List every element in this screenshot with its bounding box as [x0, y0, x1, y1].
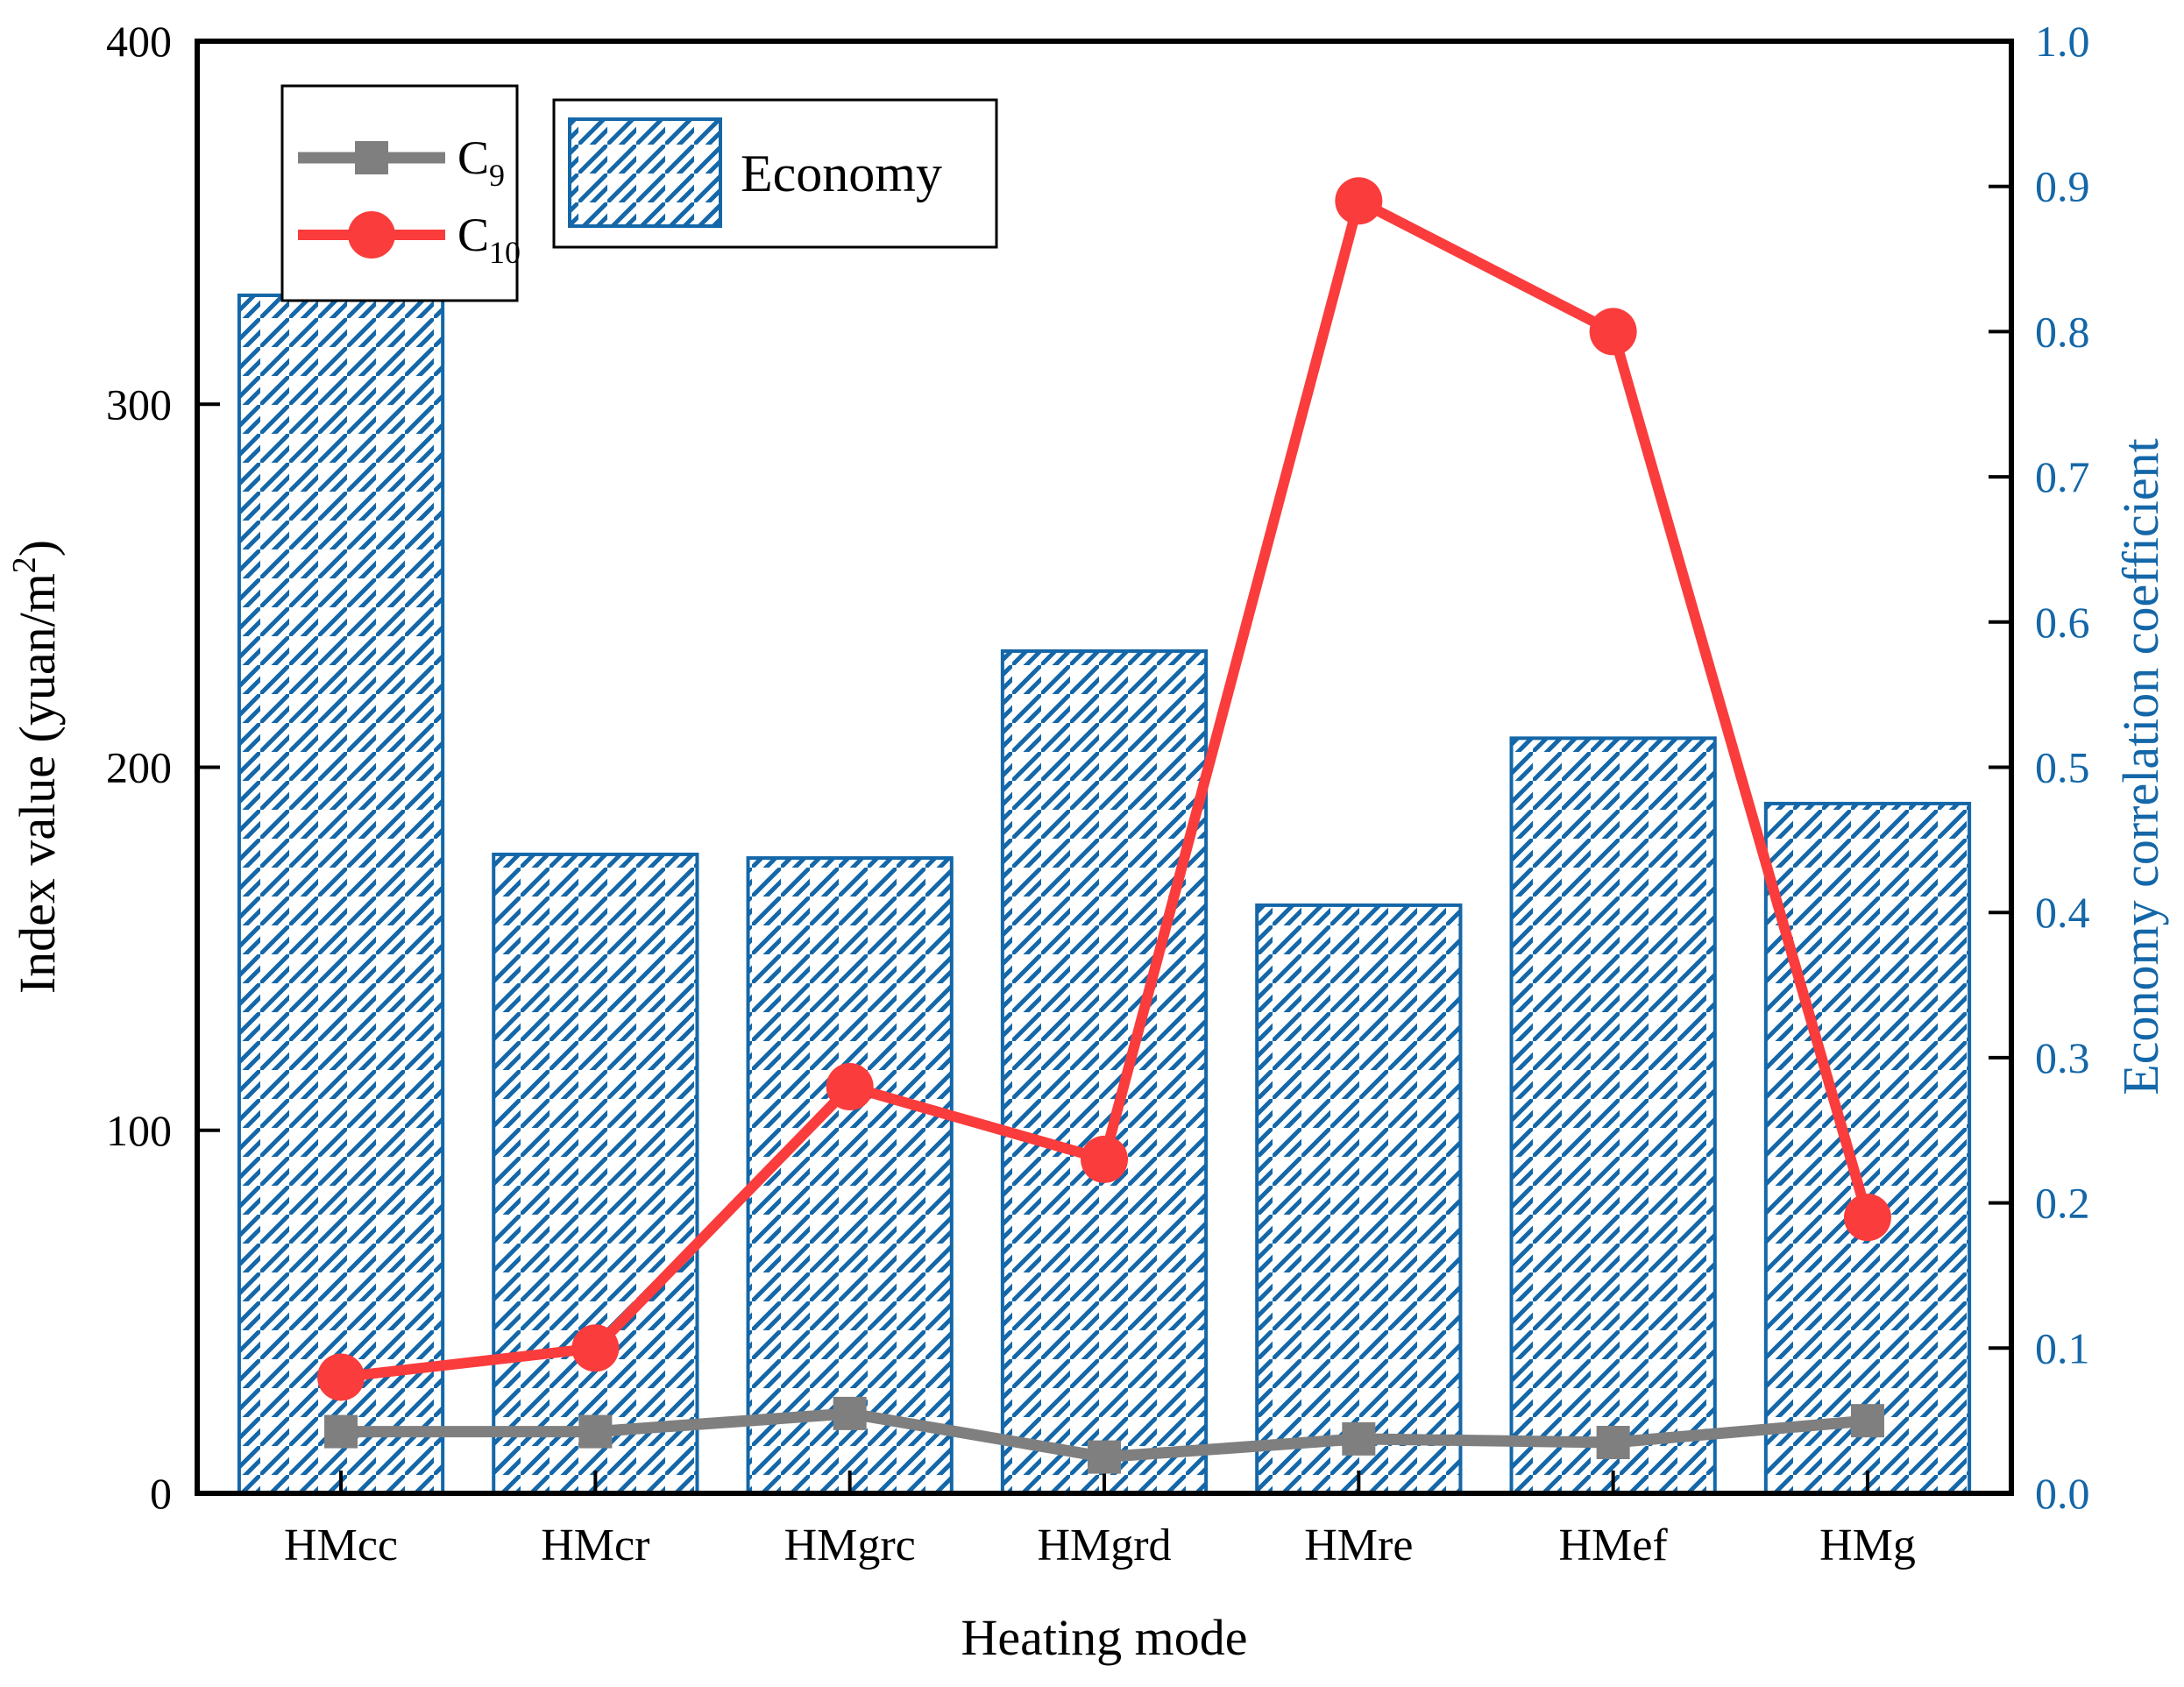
- legend-economy-label: Economy: [741, 145, 942, 202]
- left-tick-label: 200: [106, 743, 172, 792]
- economy-bar: [1000, 649, 1209, 1495]
- x-tick-label: HMre: [1304, 1520, 1413, 1570]
- c10-circle-marker-icon: [348, 211, 395, 259]
- right-tick-label: 1.0: [2035, 17, 2090, 66]
- y-axis-title-left: Index value (yuan/m2): [6, 540, 66, 994]
- tick-labels: 0 100 200 300 400 0.0 0.1 0.2 0.3 0.4 0.5 0.6 0.7 0.8…: [106, 17, 2090, 1570]
- right-tick-label: 0.4: [2035, 888, 2090, 937]
- left-tick-label: 400: [106, 17, 172, 66]
- svg-text:C9: C9: [457, 131, 505, 193]
- left-tick-label: 0: [150, 1469, 172, 1518]
- c10-circle-marker: [1843, 1194, 1891, 1242]
- legend-lines-box: C9 C10: [280, 84, 521, 302]
- c9-square-marker: [578, 1414, 613, 1449]
- x-tick-label: HMcr: [541, 1520, 649, 1570]
- c9-square-marker: [1088, 1440, 1121, 1474]
- x-axis-title: Heating mode: [961, 1609, 1248, 1666]
- plot-frame: [195, 39, 2014, 1496]
- right-tick-label: 0.9: [2035, 162, 2090, 211]
- right-tick-label: 0.5: [2035, 743, 2090, 792]
- c10-circle-marker: [317, 1353, 365, 1401]
- left-tick-label: 300: [106, 379, 172, 429]
- y-axis-title-right: Economy correlation coefficient: [2112, 438, 2169, 1095]
- c10-line-series: [317, 177, 1891, 1401]
- economy-bar: [237, 293, 445, 1496]
- right-tick-label: 0.3: [2035, 1033, 2090, 1082]
- c10-circle-marker: [1081, 1135, 1128, 1183]
- legend-entry-c9: C9: [298, 131, 505, 193]
- c9-square-marker: [1850, 1404, 1884, 1438]
- right-tick-label: 0.8: [2035, 307, 2090, 356]
- economy-bar: [1509, 736, 1717, 1495]
- right-tick-label: 0.2: [2035, 1179, 2090, 1228]
- economy-hatch-swatch-icon: [568, 117, 722, 228]
- x-tick-label: HMef: [1559, 1520, 1669, 1570]
- x-tick-label: HMg: [1819, 1520, 1916, 1570]
- x-tick-label: HMgrd: [1037, 1520, 1171, 1570]
- right-tick-label: 0.1: [2035, 1323, 2090, 1372]
- c9-square-marker: [324, 1414, 358, 1449]
- c10-circle-marker: [571, 1324, 620, 1372]
- legend-entry-c10: C10: [298, 209, 521, 270]
- left-tick-label: 100: [106, 1106, 172, 1155]
- c9-square-marker: [1596, 1426, 1630, 1460]
- economy-bar: [1255, 903, 1463, 1496]
- right-tick-label: 0.7: [2035, 452, 2090, 501]
- economy-bar: [746, 856, 954, 1495]
- c10-circle-marker: [1589, 308, 1637, 356]
- x-tick-label: HMcc: [284, 1520, 398, 1570]
- c9-square-marker: [1342, 1421, 1376, 1456]
- svg-text:C10: C10: [457, 209, 521, 270]
- right-tick-label: 0.0: [2035, 1469, 2090, 1518]
- c9-square-marker-icon: [355, 141, 388, 174]
- x-tick-label: HMgrc: [784, 1520, 916, 1570]
- right-tick-label: 0.6: [2035, 598, 2090, 647]
- economy-bar: [492, 852, 699, 1495]
- economy-bars: [237, 293, 1972, 1496]
- c10-circle-marker: [1335, 177, 1383, 225]
- legend-economy-box: Economy: [552, 98, 998, 249]
- economy-bar: [1763, 801, 1972, 1495]
- c9-square-marker: [833, 1396, 867, 1430]
- c9-line-series: [324, 1396, 1884, 1474]
- c10-circle-marker: [826, 1063, 874, 1111]
